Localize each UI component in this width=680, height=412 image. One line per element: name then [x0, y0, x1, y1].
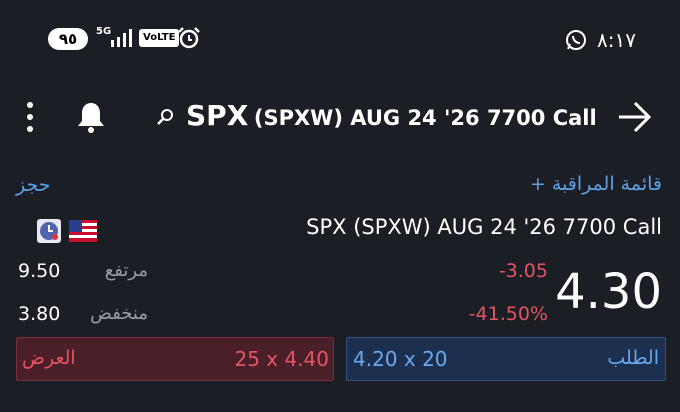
change-percent: -41.50%	[468, 303, 548, 325]
low-label: منخفض	[90, 303, 148, 324]
contract: (SPXW) AUG 24 '26 7700 Call	[253, 106, 597, 130]
contract-name: SPX (SPXW) AUG 24 '26 7700 Call	[306, 215, 662, 239]
high-label: مرتفع	[104, 260, 148, 281]
signal-icon	[111, 29, 132, 47]
clock: ٨:١٧	[597, 28, 636, 52]
search-title[interactable]: SPX (SPXW) AUG 24 '26 7700 Call	[186, 102, 597, 130]
book-button[interactable]: حجز	[16, 174, 51, 196]
change: -3.05	[498, 260, 548, 282]
whatsapp-icon	[566, 30, 586, 50]
menu-button[interactable]	[20, 100, 40, 134]
volte: VoLTE	[139, 29, 180, 47]
search-icon	[157, 109, 173, 125]
symbol: SPX	[186, 99, 249, 132]
high-value: 9.50	[18, 260, 61, 282]
low-value: 3.80	[18, 303, 61, 325]
ask-box[interactable]: العرض 25 x 4.40	[16, 337, 334, 381]
ask-label: العرض	[22, 347, 76, 369]
price: 4.30	[555, 264, 662, 320]
bid-box[interactable]: 4.20 x 20 الطلب	[346, 337, 666, 381]
flags	[37, 219, 97, 243]
watchlist-button[interactable]: + قائمة المراقبة	[529, 173, 662, 195]
bid-label: الطلب	[607, 347, 659, 369]
alarm-icon	[178, 27, 200, 49]
battery: ٩٥	[48, 28, 88, 50]
bid-value: 4.20 x 20	[353, 347, 448, 371]
network: 5G	[96, 26, 112, 37]
ask-value: 25 x 4.40	[234, 347, 329, 371]
back-button[interactable]	[617, 100, 653, 134]
alert-button[interactable]	[74, 100, 108, 134]
